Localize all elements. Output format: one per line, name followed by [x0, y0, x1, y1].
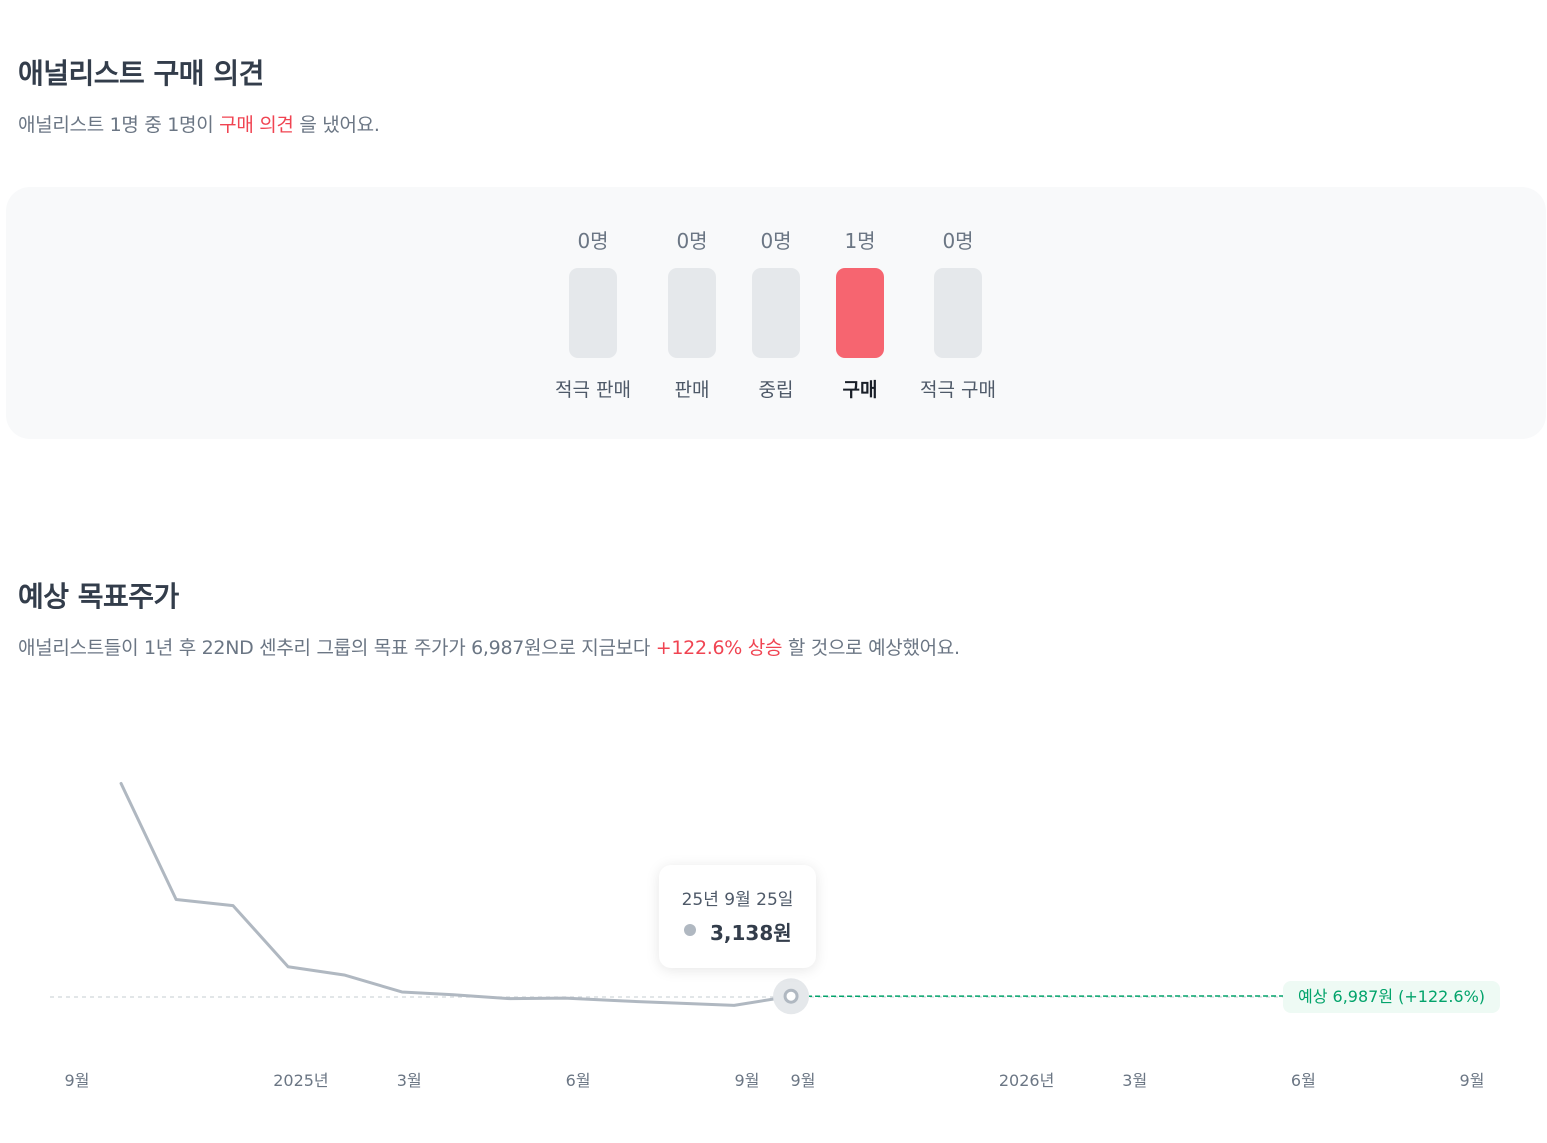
opinion-desc-suffix: 을 냈어요. — [293, 114, 380, 136]
x-tick-label: 3월 — [397, 1071, 422, 1090]
rating-count: 0명 — [577, 229, 609, 253]
rating-count: 0명 — [942, 229, 974, 253]
rating-bar — [752, 268, 800, 358]
rating-bar — [668, 268, 716, 358]
x-tick-label: 9월 — [1460, 1071, 1485, 1090]
rating-label: 적극 구매 — [920, 379, 996, 401]
x-tick-label: 6월 — [566, 1071, 591, 1090]
rating-bar-active — [836, 268, 884, 358]
opinion-desc-prefix: 애널리스트 1명 중 1명이 — [18, 114, 220, 136]
x-tick-label: 6월 — [1291, 1071, 1316, 1090]
rating-label: 적극 판매 — [555, 379, 631, 401]
x-tick-label: 9월 — [791, 1071, 816, 1090]
target-price-chart: 9월 2025년 3월 6월 9월 9월 2026년 3월 6월 9월 — [50, 781, 1500, 1090]
target-description: 애널리스트들이 1년 후 22ND 센추리 그룹의 목표 주가가 6,987원으… — [18, 633, 960, 660]
rating-count: 0명 — [676, 229, 708, 253]
x-tick-label: 2025년 — [273, 1071, 328, 1090]
x-tick-label: 9월 — [735, 1071, 760, 1090]
target-desc-highlight: +122.6% 상승 — [655, 637, 783, 659]
rating-label: 중립 — [758, 379, 794, 401]
x-tick-label: 9월 — [65, 1071, 90, 1090]
current-point — [783, 988, 799, 1004]
rating-label: 판매 — [674, 379, 710, 401]
price-history-line — [119, 781, 793, 1007]
tooltip-value: 3,138원 — [710, 921, 792, 945]
x-tick-label: 3월 — [1122, 1071, 1147, 1090]
x-tick-label: 2026년 — [999, 1071, 1054, 1090]
target-desc-suffix: 할 것으로 예상했어요. — [782, 637, 960, 659]
tooltip-dot-icon — [684, 924, 696, 936]
prediction-badge: 예상 6,987원 (+122.6%) — [1283, 981, 1501, 1013]
rating-bar — [569, 268, 617, 358]
opinion-title: 애널리스트 구매 의견 — [18, 57, 264, 90]
rating-panel: 0명 적극 판매 0명 판매 0명 중립 1명 구매 0명 적극 구매 — [6, 187, 1546, 439]
chart-tooltip: 25년 9월 25일 3,138원 — [659, 865, 816, 968]
target-desc-prefix: 애널리스트들이 1년 후 22ND 센추리 그룹의 목표 주가가 6,987원으… — [18, 637, 656, 659]
tooltip-date: 25년 9월 25일 — [681, 890, 794, 910]
rating-label-active: 구매 — [842, 379, 878, 401]
target-title: 예상 목표주가 — [18, 580, 179, 613]
opinion-description: 애널리스트 1명 중 1명이 구매 의견 을 냈어요. — [18, 110, 380, 137]
rating-bar — [934, 268, 982, 358]
rating-count: 1명 — [844, 229, 876, 253]
rating-count: 0명 — [760, 229, 792, 253]
opinion-desc-highlight: 구매 의견 — [219, 114, 294, 136]
